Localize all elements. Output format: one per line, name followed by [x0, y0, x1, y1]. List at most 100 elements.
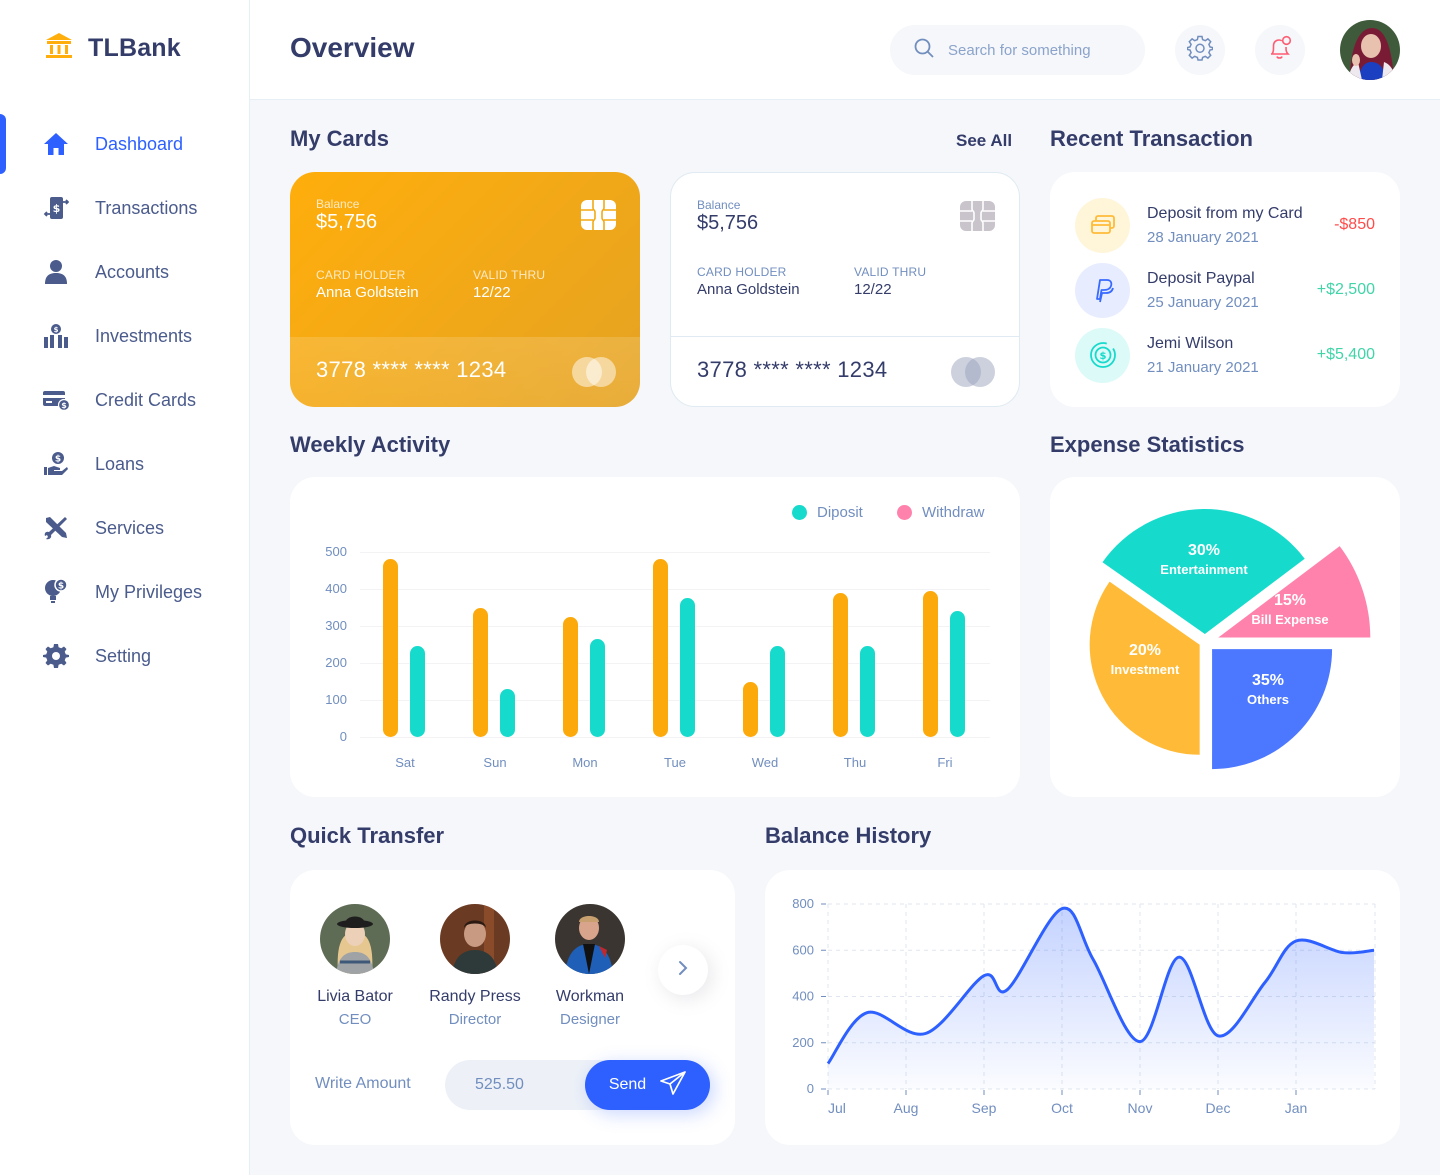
card-balance-label: Balance: [316, 197, 360, 211]
x-axis-tick: Mon: [572, 755, 598, 770]
bar[interactable]: [410, 646, 425, 737]
bar[interactable]: [383, 559, 398, 737]
card-number: 3778 **** **** 1234: [316, 357, 507, 382]
svg-text:$: $: [55, 455, 61, 465]
expense-statistics-title: Expense Statistics: [1050, 432, 1245, 457]
y-axis-tick: 200: [325, 655, 347, 670]
card-holder-label: CARD HOLDER: [697, 265, 787, 279]
send-button[interactable]: Send: [585, 1060, 710, 1110]
bar[interactable]: [743, 681, 758, 737]
contact-avatar: [555, 904, 625, 974]
card-valid-date: 12/22: [473, 284, 511, 301]
bar[interactable]: [770, 646, 785, 737]
transaction-date: 21 January 2021: [1147, 358, 1259, 376]
sidebar-item-label: My Privileges: [95, 581, 203, 602]
y-axis-tick: 400: [325, 581, 347, 596]
sidebar-item-loans[interactable]: $ Loans: [0, 432, 250, 496]
credit-card-white[interactable]: Balance $5,756 CARD HOLDER Anna Goldstei…: [670, 172, 1020, 407]
pie-category-label: Investment: [1111, 662, 1180, 677]
bar[interactable]: [923, 590, 938, 737]
bar[interactable]: [653, 559, 668, 737]
bar[interactable]: [950, 611, 965, 737]
sidebar-item-my-privileges[interactable]: $ My Privileges: [0, 560, 250, 624]
amount-field: Send: [445, 1060, 710, 1110]
pie-slice-bill-expense[interactable]: [1218, 546, 1371, 638]
y-axis-tick: 0: [339, 729, 347, 744]
pie-percent-label: 35%: [1252, 672, 1284, 689]
bar[interactable]: [860, 646, 875, 737]
gridline: [360, 663, 990, 664]
transaction-title: Deposit Paypal: [1147, 269, 1255, 287]
privilege-icon: $: [42, 578, 70, 606]
contact-name: Livia Bator: [317, 988, 393, 1005]
settings-button[interactable]: [1175, 25, 1225, 75]
contact-role: Designer: [559, 1011, 621, 1028]
gridline: [360, 626, 990, 627]
bar[interactable]: [680, 598, 695, 737]
bell-icon: [1267, 35, 1293, 66]
bar[interactable]: [500, 688, 515, 737]
app-name: TLBank: [88, 34, 181, 62]
y-axis-tick: 800: [792, 896, 814, 911]
logo[interactable]: TLBank: [44, 32, 181, 65]
pie-percent-label: 30%: [1188, 542, 1220, 559]
area-fill: [828, 908, 1374, 1089]
sidebar-item-transactions[interactable]: $ Transactions: [0, 176, 250, 240]
top-header: Overview: [250, 0, 1440, 100]
amount-input[interactable]: [475, 1060, 595, 1110]
sidebar-item-accounts[interactable]: Accounts: [0, 240, 250, 304]
bar[interactable]: [590, 638, 605, 737]
y-axis-tick: 0: [807, 1081, 814, 1096]
x-axis-tick: Nov: [1128, 1100, 1153, 1116]
write-amount-label: Write Amount: [315, 1075, 411, 1092]
sidebar-item-investments[interactable]: $ Investments: [0, 304, 250, 368]
sidebar-item-credit-cards[interactable]: $ Credit Cards: [0, 368, 250, 432]
user-avatar[interactable]: [1340, 20, 1400, 80]
sidebar-item-services[interactable]: Services: [0, 496, 250, 560]
sidebar-item-label: Dashboard: [95, 133, 184, 154]
recent-transaction-title: Recent Transaction: [1050, 126, 1253, 151]
contact-livia-bator[interactable]: Livia Bator CEO: [300, 904, 410, 1028]
credit-card-gold[interactable]: Balance $5,756 CARD HOLDER Anna Goldstei…: [290, 172, 640, 407]
bar[interactable]: [473, 607, 488, 737]
legend-withdraw: Withdraw: [897, 504, 985, 521]
transaction-row[interactable]: Deposit from my Card 28 January 2021 -$8…: [1075, 197, 1377, 253]
contact-randy-press[interactable]: Randy Press Director: [420, 904, 530, 1028]
paper-plane-icon: [660, 1070, 687, 1100]
x-axis-tick: Thu: [843, 755, 867, 770]
next-contacts-button[interactable]: [658, 945, 708, 995]
pie-slice-investment[interactable]: [1089, 581, 1200, 755]
investment-icon: $: [42, 322, 70, 350]
pie-slice-others[interactable]: [1212, 649, 1333, 770]
x-axis-tick: Dec: [1206, 1100, 1231, 1116]
my-cards-title: My Cards: [290, 126, 390, 151]
loan-icon: $: [42, 450, 70, 478]
legend-dot-icon: [792, 505, 807, 520]
pie-slice-entertainment[interactable]: [1102, 509, 1305, 635]
transaction-row[interactable]: Deposit Paypal 25 January 2021 +$2,500: [1075, 262, 1377, 318]
gear-icon: [1186, 35, 1214, 66]
contact-workman[interactable]: Workman Designer: [535, 904, 645, 1028]
balance-line[interactable]: [826, 906, 1375, 1065]
see-all-cards-link[interactable]: See All: [956, 131, 1013, 150]
transaction-row[interactable]: $ Jemi Wilson 21 January 2021 +$5,400: [1075, 327, 1377, 383]
y-axis-tick: 200: [792, 1035, 814, 1050]
pie-chart: 30% Entertainment 15% Bill Expense 35% Others…: [1089, 509, 1371, 770]
card-valid-label: VALID THRU: [473, 268, 546, 282]
sidebar-item-setting[interactable]: Setting: [0, 624, 250, 688]
bar[interactable]: [563, 616, 578, 737]
gear-icon: [42, 642, 70, 670]
search-bar[interactable]: [890, 25, 1145, 75]
contact-avatar: [440, 904, 510, 974]
sidebar-item-label: Setting: [95, 645, 152, 666]
legend-label: Diposit: [817, 504, 863, 521]
sidebar-item-dashboard[interactable]: Dashboard: [0, 112, 250, 176]
x-axis-tick: Jul: [828, 1100, 846, 1116]
notifications-button[interactable]: [1255, 25, 1305, 75]
x-axis-tick: Oct: [1051, 1100, 1073, 1116]
search-input[interactable]: [948, 41, 1128, 59]
sidebar-item-label: Investments: [95, 325, 193, 346]
paypal-icon: [1075, 262, 1130, 318]
x-axis-tick: Tue: [664, 755, 686, 770]
bar[interactable]: [833, 592, 848, 737]
